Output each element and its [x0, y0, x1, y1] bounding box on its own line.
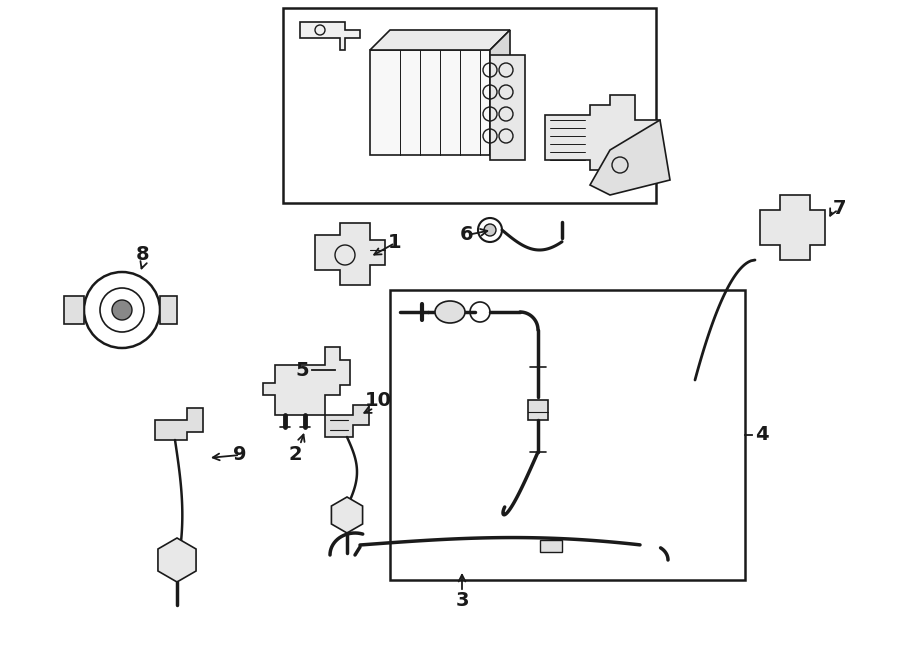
Polygon shape [490, 55, 525, 160]
Polygon shape [300, 22, 360, 50]
Polygon shape [545, 95, 660, 180]
Text: 2: 2 [288, 446, 302, 465]
Text: 8: 8 [136, 245, 149, 264]
Polygon shape [64, 296, 84, 324]
Text: 4: 4 [755, 426, 769, 444]
Text: 3: 3 [455, 590, 469, 609]
Text: 6: 6 [460, 225, 473, 245]
Polygon shape [155, 408, 203, 440]
Polygon shape [315, 223, 385, 285]
Polygon shape [528, 400, 548, 420]
Text: 9: 9 [233, 446, 247, 465]
Ellipse shape [435, 301, 465, 323]
Circle shape [112, 300, 132, 320]
Bar [540, 540, 562, 552]
Polygon shape [590, 120, 670, 195]
Polygon shape [760, 195, 825, 260]
Polygon shape [263, 347, 350, 415]
Text: 1: 1 [388, 233, 401, 253]
Polygon shape [490, 30, 510, 155]
Polygon shape [160, 296, 177, 324]
Text: 10: 10 [364, 391, 392, 410]
Text: 7: 7 [833, 198, 847, 217]
Text: 5: 5 [295, 360, 309, 379]
Bar [283, 8, 656, 203]
Polygon shape [370, 50, 490, 155]
Polygon shape [370, 30, 510, 50]
Circle shape [484, 224, 496, 236]
Polygon shape [325, 405, 369, 437]
Bar [390, 290, 745, 580]
